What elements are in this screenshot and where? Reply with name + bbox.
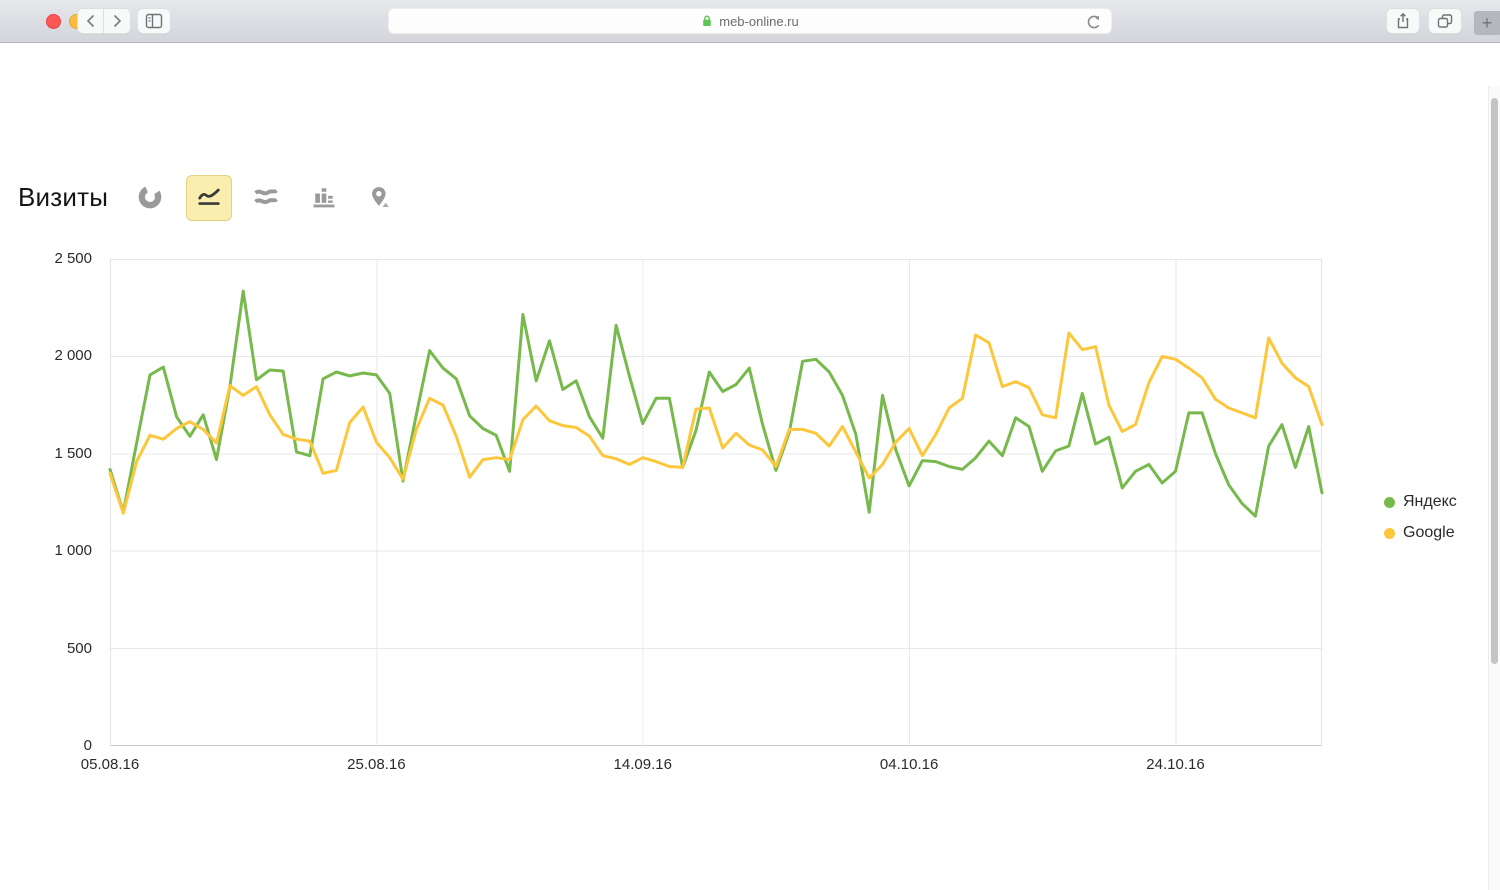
- reload-button[interactable]: [1085, 13, 1103, 31]
- chart-type-columns-button[interactable]: [301, 175, 347, 221]
- y-axis: 0 500 1 000 1 500 2 000 2 500: [0, 250, 92, 754]
- plus-icon: +: [1481, 13, 1493, 33]
- page-content: Визиты: [0, 43, 1500, 890]
- y-axis-tick-label: 1 000: [54, 542, 92, 560]
- sidebar-toggle-button[interactable]: [137, 8, 171, 34]
- chart-type-map-button[interactable]: [357, 175, 403, 221]
- reload-icon: [1085, 13, 1103, 31]
- https-lock-icon: [701, 14, 713, 28]
- legend-item-google[interactable]: Google: [1384, 524, 1457, 542]
- chart-type-pie-button[interactable]: [127, 175, 173, 221]
- sidebar-icon: [143, 11, 165, 31]
- tabs-overview-icon: [1435, 11, 1455, 31]
- x-axis-tick-label: 04.10.16: [879, 756, 939, 773]
- scrollbar-thumb[interactable]: [1491, 98, 1498, 664]
- series-line-Google: [108, 331, 1324, 515]
- series-line-Яндекс: [108, 289, 1324, 518]
- scrollbar-track[interactable]: [1488, 86, 1500, 890]
- forward-button[interactable]: [104, 8, 131, 34]
- tabs-overview-button[interactable]: [1428, 8, 1462, 34]
- x-axis: 05.08.16 25.08.16 14.09.16 04.10.16 24.10.16: [81, 756, 1322, 776]
- legend-item-yandex[interactable]: Яндекс: [1384, 493, 1457, 511]
- legend-label-google: Google: [1403, 524, 1455, 541]
- y-axis-tick-label: 500: [66, 639, 92, 657]
- back-chevron-icon: [82, 12, 100, 30]
- legend-dot-google: [1384, 527, 1395, 539]
- forward-chevron-icon: [108, 12, 126, 30]
- share-button[interactable]: [1386, 8, 1420, 34]
- stacked-area-chart-icon: [252, 183, 280, 214]
- x-axis-tick-label: 05.08.16: [80, 756, 140, 773]
- chart-legend: Яндекс Google: [1384, 493, 1457, 555]
- pie-chart-icon: [136, 183, 164, 214]
- share-icon: [1393, 11, 1413, 31]
- visits-line-chart: [108, 259, 1324, 746]
- chart-type-line-button[interactable]: [186, 175, 232, 221]
- close-window-button[interactable]: [46, 14, 61, 29]
- y-axis-tick-label: 2 500: [54, 250, 92, 267]
- legend-dot-yandex: [1384, 496, 1395, 508]
- column-chart-icon: [310, 183, 338, 214]
- browser-titlebar: meb-online.ru +: [0, 0, 1500, 43]
- address-bar[interactable]: meb-online.ru: [388, 8, 1112, 34]
- y-axis-tick-label: 2 000: [54, 347, 92, 365]
- page-title: Визиты: [18, 182, 109, 212]
- x-axis-tick-label: 14.09.16: [613, 756, 672, 773]
- new-tab-button[interactable]: +: [1474, 11, 1500, 35]
- y-axis-tick-label: 1 500: [54, 444, 92, 462]
- y-axis-tick-label: 0: [83, 737, 92, 754]
- back-button[interactable]: [77, 8, 104, 34]
- url-text: meb-online.ru: [719, 13, 799, 29]
- legend-label-yandex: Яндекс: [1403, 493, 1457, 510]
- visits-chart-plot-area: [108, 259, 1324, 746]
- line-chart-icon: [195, 183, 223, 214]
- map-pin-icon: [366, 183, 394, 214]
- x-axis-tick-label: 25.08.16: [347, 756, 406, 773]
- x-axis-tick-label: 24.10.16: [1146, 756, 1205, 773]
- chart-type-area-button[interactable]: [243, 175, 289, 221]
